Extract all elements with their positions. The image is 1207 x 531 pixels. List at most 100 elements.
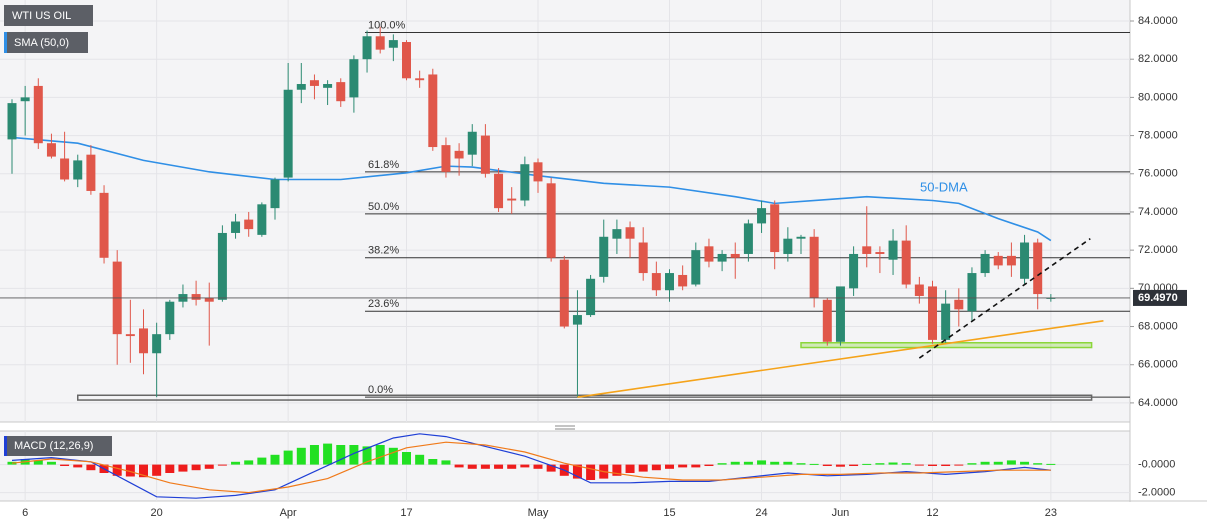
x-tick-label: 17 xyxy=(400,507,412,519)
y-tick-label: 76.0000 xyxy=(1138,168,1178,180)
macd-bar xyxy=(914,464,924,466)
macd-bar xyxy=(125,464,135,477)
macd-bar xyxy=(33,460,43,465)
trendline xyxy=(577,320,1104,398)
x-tick-label: 6 xyxy=(22,507,28,519)
macd-bar xyxy=(191,464,201,471)
candle-body xyxy=(46,143,56,157)
macd-bar xyxy=(507,464,517,469)
macd-bar xyxy=(770,461,780,465)
macd-bar xyxy=(638,464,648,472)
macd-bar xyxy=(112,464,122,476)
macd-bar xyxy=(139,464,148,478)
candle-body xyxy=(336,82,346,102)
candle-body xyxy=(954,299,964,310)
macd-bar xyxy=(849,464,859,466)
fib-label: 100.0% xyxy=(368,19,406,31)
last-price-label: 69.4970 xyxy=(1138,292,1178,304)
candle-body xyxy=(362,36,372,60)
candle-body xyxy=(1020,242,1030,279)
macd-bar xyxy=(651,464,661,471)
macd-tick-label: -0.0000 xyxy=(1138,459,1175,471)
sma-annotation: 50-DMA xyxy=(920,179,968,194)
candle-body xyxy=(914,284,924,296)
candle-body xyxy=(152,334,162,354)
candle-body xyxy=(809,236,819,298)
sma-line xyxy=(11,136,1052,242)
macd-bar xyxy=(402,452,411,465)
macd-bar xyxy=(467,464,477,469)
y-tick-label: 74.0000 xyxy=(1138,206,1178,218)
macd-bar xyxy=(165,464,175,473)
candle-body xyxy=(757,208,767,224)
macd-bar xyxy=(178,464,188,472)
fib-label: 23.6% xyxy=(368,298,399,310)
chart-title: WTI US OIL xyxy=(12,10,71,22)
candle-body xyxy=(191,294,201,300)
macd-bar xyxy=(967,463,977,465)
candle-body xyxy=(941,303,951,340)
macd-bar xyxy=(704,464,714,466)
candle-body xyxy=(454,150,464,159)
candle-body xyxy=(20,97,30,102)
macd-bar xyxy=(388,447,398,465)
candle-body xyxy=(309,80,319,86)
candle-body xyxy=(415,78,425,81)
y-tick-label: 80.0000 xyxy=(1138,91,1178,103)
macd-bar xyxy=(323,443,333,465)
macd-bar xyxy=(533,464,543,469)
macd-bar xyxy=(757,460,767,465)
y-tick-label: 84.0000 xyxy=(1138,15,1178,27)
macd-bar xyxy=(362,446,372,465)
macd-bar xyxy=(520,464,530,468)
sma-box xyxy=(4,32,88,53)
macd-bar xyxy=(60,464,70,466)
candle-body xyxy=(546,183,556,258)
candle-body xyxy=(533,162,543,182)
macd-bar xyxy=(835,464,845,467)
x-tick-label: Jun xyxy=(832,507,850,519)
macd-bar xyxy=(257,457,267,465)
macd-bar xyxy=(441,460,451,465)
macd-bar xyxy=(349,445,359,465)
candle-body xyxy=(928,286,937,340)
macd-bar xyxy=(454,464,464,468)
candle-body xyxy=(625,227,635,239)
macd-bar xyxy=(678,464,688,468)
plot-layer: 64.000066.000068.000070.000072.000074.00… xyxy=(0,0,1187,519)
candle-body xyxy=(73,160,83,180)
candle-body xyxy=(257,204,267,235)
macd-bar xyxy=(1046,463,1056,465)
candle-body xyxy=(770,204,780,253)
candle-body xyxy=(375,36,385,50)
macd-bar xyxy=(244,460,254,465)
trendline xyxy=(918,238,1091,359)
candle-body xyxy=(572,315,582,325)
candle-body xyxy=(270,179,280,209)
title-box xyxy=(4,5,93,26)
fib-label: 50.0% xyxy=(368,201,399,213)
candle-body xyxy=(743,223,753,254)
candle-body xyxy=(125,334,135,337)
candle-body xyxy=(139,328,148,354)
candle-body xyxy=(822,299,832,342)
candle-body xyxy=(796,236,806,239)
candle-body xyxy=(283,89,293,178)
candle-body xyxy=(612,229,622,239)
candle-body xyxy=(467,131,477,155)
candle-body xyxy=(165,301,175,335)
y-tick-label: 64.0000 xyxy=(1138,397,1178,409)
candle-body xyxy=(1033,242,1043,295)
macd-tick-label: -2.0000 xyxy=(1138,487,1175,499)
zone xyxy=(800,342,1093,349)
macd-bar xyxy=(494,464,504,469)
macd-bar xyxy=(546,464,556,472)
macd-bar xyxy=(204,464,214,469)
candle-body xyxy=(704,246,714,262)
y-tick-label: 82.0000 xyxy=(1138,53,1178,65)
candle-body xyxy=(1046,297,1056,299)
macd-bar xyxy=(1006,460,1016,465)
candle-body xyxy=(901,240,911,285)
macd-bar xyxy=(888,462,898,465)
